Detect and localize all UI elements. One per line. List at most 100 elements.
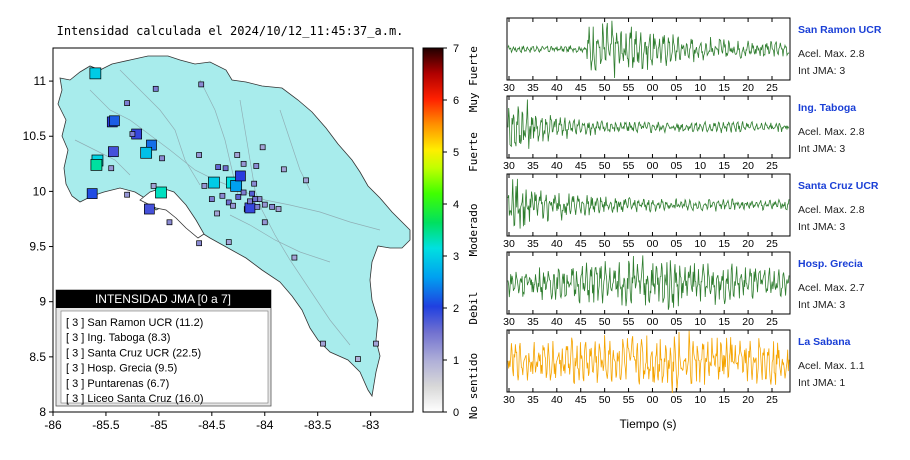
trace-acel-max: Acel. Max. 1.1 bbox=[798, 360, 865, 372]
map-x-tick-label: -84.5 bbox=[198, 418, 226, 432]
trace-tick-label: 10 bbox=[694, 394, 706, 406]
trace-tick-label: 30 bbox=[503, 82, 515, 94]
trace-tick-label: 35 bbox=[527, 394, 539, 406]
trace-tick-label: 35 bbox=[527, 160, 539, 172]
trace-station-name: Santa Cruz UCR bbox=[798, 180, 879, 192]
station-marker bbox=[249, 190, 255, 197]
station-marker bbox=[219, 192, 226, 199]
station-marker bbox=[222, 165, 229, 172]
station-marker bbox=[269, 203, 276, 210]
trace-frame bbox=[506, 173, 791, 237]
station-marker bbox=[108, 165, 115, 172]
trace-acel-max: Acel. Max. 2.8 bbox=[798, 126, 865, 138]
trace-int-jma: Int JMA: 3 bbox=[798, 221, 845, 233]
trace-tick-label: 15 bbox=[718, 394, 730, 406]
colorbar-labels: No sentido Debil Moderado Fuerte Muy Fuerte bbox=[467, 46, 480, 419]
map-frame bbox=[52, 47, 414, 413]
trace-tick-label: 20 bbox=[742, 82, 754, 94]
trace-tick-label: 15 bbox=[718, 82, 730, 94]
trace-tick-label: 50 bbox=[599, 394, 611, 406]
trace-tick-label: 55 bbox=[623, 238, 635, 250]
colorbar-label: No sentido bbox=[467, 353, 480, 419]
trace-station-name: La Sabana bbox=[798, 336, 851, 348]
country-land bbox=[57, 55, 411, 398]
station-marker bbox=[253, 163, 260, 169]
station-marker bbox=[124, 191, 130, 198]
trace-tick-label: 35 bbox=[527, 316, 539, 328]
trace-tick-label: 40 bbox=[551, 82, 563, 94]
trace-tick-label: 15 bbox=[718, 160, 730, 172]
legend-item: [ 3 ] Santa Cruz UCR (22.5) bbox=[66, 347, 201, 359]
map-title: Intensidad calculada el 2024/10/12_11:45… bbox=[57, 24, 404, 38]
station-marker bbox=[230, 180, 243, 192]
legend-item: [ 3 ] Ing. Taboga (8.3) bbox=[66, 332, 170, 344]
trace-tick-label: 00 bbox=[647, 160, 659, 172]
station-marker bbox=[129, 131, 136, 137]
colorbar bbox=[422, 47, 444, 413]
trace-tick-label: 10 bbox=[694, 82, 706, 94]
trace-station-name: San Ramon UCR bbox=[798, 24, 882, 36]
trace-panel: 30 35 40 45 50 55 00 05 10 15 20 25 Ing. Taboga Acel.… bbox=[503, 95, 865, 172]
trace-tick-label: 30 bbox=[503, 160, 515, 172]
map-y-tick-label: 11 bbox=[34, 74, 47, 88]
station-marker bbox=[208, 176, 220, 189]
station-marker bbox=[201, 183, 208, 189]
trace-tick-label: 25 bbox=[766, 238, 778, 250]
trace-tick-label: 20 bbox=[742, 238, 754, 250]
station-marker bbox=[230, 202, 236, 209]
station-marker bbox=[89, 67, 102, 80]
station-marker bbox=[261, 201, 268, 208]
station-marker bbox=[214, 210, 220, 217]
trace-tick-label: 15 bbox=[718, 238, 730, 250]
station-marker bbox=[259, 144, 266, 151]
station-marker bbox=[234, 152, 241, 158]
station-marker bbox=[225, 239, 232, 245]
station-marker bbox=[225, 199, 232, 206]
station-marker bbox=[208, 196, 215, 202]
colorbar-ticks: 0 1 2 3 4 5 6 7 bbox=[443, 43, 459, 419]
station-marker bbox=[252, 196, 259, 202]
trace-tick-label: 10 bbox=[694, 160, 706, 172]
station-marker bbox=[155, 186, 167, 199]
colorbar-tick-label: 0 bbox=[453, 407, 459, 419]
trace-int-jma: Int JMA: 3 bbox=[798, 65, 845, 77]
station-marker bbox=[196, 240, 202, 247]
station-marker bbox=[198, 81, 205, 88]
station-marker bbox=[152, 85, 159, 92]
legend-item: [ 3 ] Liceo Santa Cruz (16.0) bbox=[66, 393, 204, 405]
colorbar-tick-label: 7 bbox=[453, 43, 459, 55]
station-marker bbox=[196, 152, 202, 158]
trace-acel-max: Acel. Max. 2.8 bbox=[798, 48, 865, 60]
waveform bbox=[507, 255, 790, 310]
trace-station-name: Ing. Taboga bbox=[798, 102, 856, 114]
map-y-axis: 11 10.5 10 9.5 9 8.5 8 bbox=[23, 74, 53, 419]
legend: INTENSIDAD JMA [0 a 7] [ 3 ] San Ramon U… bbox=[55, 289, 272, 407]
trace-frame bbox=[506, 329, 791, 393]
trace-tick-label: 50 bbox=[599, 316, 611, 328]
station-marker bbox=[235, 170, 246, 182]
trace-tick-label: 25 bbox=[766, 160, 778, 172]
legend-item: [ 3 ] San Ramon UCR (11.2) bbox=[66, 317, 203, 329]
trace-tick-label: 40 bbox=[551, 160, 563, 172]
trace-tick-label: 50 bbox=[599, 82, 611, 94]
map-y-tick-label: 9.5 bbox=[29, 240, 46, 254]
colorbar-tick-label: 3 bbox=[453, 251, 459, 263]
map-y-tick-label: 8.5 bbox=[29, 350, 46, 364]
trace-tick-label: 25 bbox=[766, 316, 778, 328]
map-x-tick-label: -84 bbox=[256, 418, 274, 432]
trace-station-name: Hosp. Grecia bbox=[798, 258, 863, 270]
station-marker bbox=[215, 164, 222, 170]
trace-tick-label: 45 bbox=[575, 316, 587, 328]
trace-tick-label: 40 bbox=[551, 238, 563, 250]
trace-tick-label: 45 bbox=[575, 238, 587, 250]
waveform bbox=[507, 99, 790, 149]
map-y-tick-label: 10.5 bbox=[23, 129, 47, 143]
station-marker bbox=[280, 166, 287, 173]
station-marker bbox=[108, 146, 119, 158]
trace-tick-label: 10 bbox=[694, 238, 706, 250]
waveform bbox=[507, 20, 790, 79]
trace-tick-label: 20 bbox=[742, 160, 754, 172]
trace-tick-label: 40 bbox=[551, 394, 563, 406]
map-x-tick-label: -86 bbox=[44, 418, 62, 432]
